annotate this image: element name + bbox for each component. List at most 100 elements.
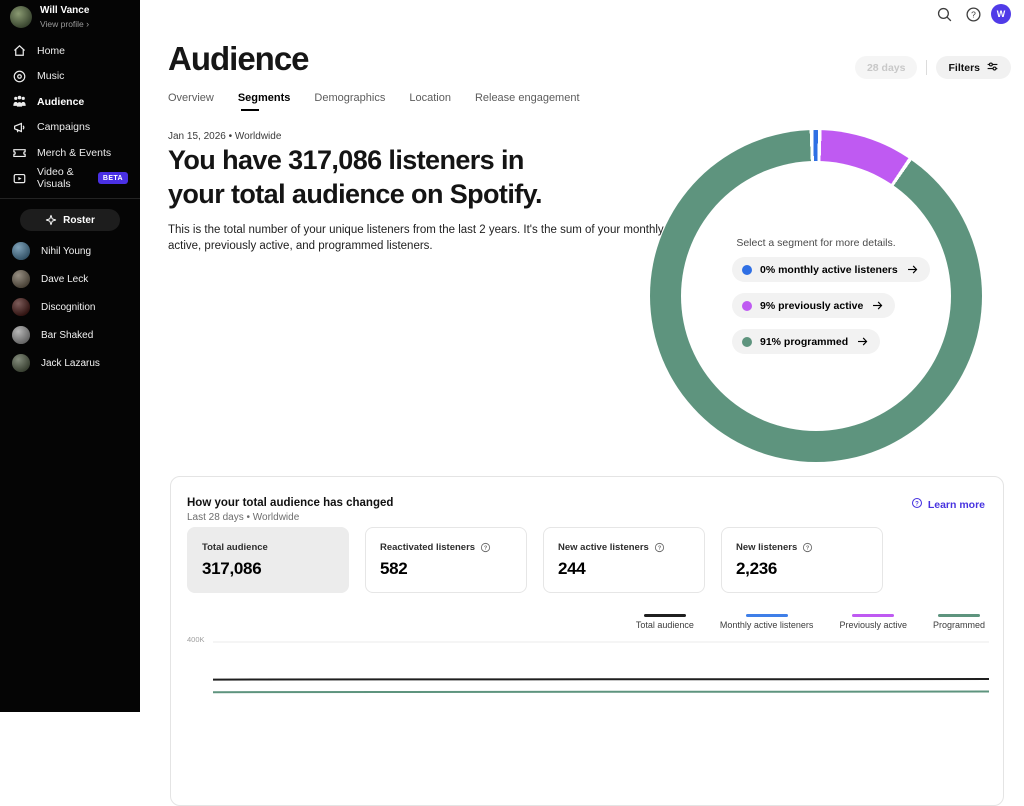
artist-name: Discognition [41,301,96,313]
headline-line2: your total audience on Spotify. [168,179,543,209]
sidebar-item-music[interactable]: Music [0,64,140,90]
controls-divider [926,60,928,75]
legend-label: Monthly active listeners [719,620,814,630]
stat-label-row: New listeners ? [736,542,868,553]
card-subtitle: Last 28 days • Worldwide [187,512,300,523]
artist-avatar [12,270,30,288]
legend-previously-active[interactable]: Previously active [839,614,907,630]
date-context: Jan 15, 2026 • Worldwide [168,131,282,142]
stat-label-row: Total audience [202,542,334,553]
artist-name: Dave Leck [41,273,89,285]
legend-total-audience[interactable]: Total audience [636,614,694,630]
sidebar-item-home[interactable]: Home [0,38,140,64]
tab-bar: Overview Segments Demographics Location … [168,92,580,111]
arrow-right-icon [871,299,884,312]
profile-avatar [10,6,32,28]
stat-new-listeners[interactable]: New listeners ? 2,236 [721,527,883,593]
profile-section[interactable]: Will Vance View profile › [0,0,140,32]
chart-legend: Total audience Monthly active listeners … [636,614,985,630]
audience-line-chart: 400K [187,635,989,795]
ticket-icon [12,145,27,160]
svg-text:?: ? [971,9,976,19]
roster-artist[interactable]: Jack Lazarus [0,349,140,377]
line-chart-canvas [213,641,989,694]
roster-artist[interactable]: Nihil Young [0,237,140,265]
stat-value: 582 [380,558,408,578]
legend-monthly-active[interactable]: Monthly active listeners [719,614,814,630]
stat-value: 244 [558,558,586,578]
sidebar-item-label: Audience [37,95,85,108]
svg-text:?: ? [915,501,919,507]
page-title: Audience [168,40,310,77]
legend-label: Total audience [635,620,694,630]
help-button[interactable]: ? [962,3,984,25]
stat-new-active-listeners[interactable]: New active listeners ? 244 [543,527,705,593]
tab-segments[interactable]: Segments [238,92,290,111]
roster-artist[interactable]: Bar Shaked [0,321,140,349]
sidebar-item-label: Video & Visuals [37,166,74,191]
view-profile-label: View profile [40,19,84,29]
card-header: How your total audience has changed Last… [187,497,985,523]
tab-location[interactable]: Location [409,92,451,104]
stats-row: Total audience 317,086 Reactivated liste… [187,527,883,593]
stat-total-audience[interactable]: Total audience 317,086 [187,527,349,593]
sidebar-item-label: Music [37,70,65,83]
stat-label-row: Reactivated listeners ? [380,542,512,553]
legend-swatch [937,614,980,617]
stat-reactivated-listeners[interactable]: Reactivated listeners ? 582 [365,527,527,593]
learn-more-label: Learn more [927,498,985,511]
tab-demographics[interactable]: Demographics [314,92,386,104]
roster-button[interactable]: Roster [20,209,120,231]
sidebar-item-label: Campaigns [37,121,91,134]
card-title: How your total audience has changed [187,497,394,509]
sidebar-divider [0,198,140,199]
stat-label-row: New active listeners ? [558,542,690,553]
legend-label: Previously active [839,620,907,630]
learn-more-link[interactable]: ? Learn more [911,497,985,512]
svg-text:?: ? [484,545,488,551]
arrow-right-icon [906,263,919,276]
legend-label: Programmed [932,620,985,630]
profile-text: Will Vance View profile › [40,5,89,29]
artist-name: Nihil Young [41,245,92,257]
sliders-icon [986,60,999,76]
roster-artist[interactable]: Dave Leck [0,265,140,293]
segment-pill-monthly-active[interactable]: 0% monthly active listeners [732,257,930,282]
roster-icon [45,214,57,226]
artist-avatar [12,242,30,260]
roster-artist[interactable]: Discognition [0,293,140,321]
roster-list: Nihil Young Dave Leck Discognition Bar S… [0,237,140,377]
svg-text:?: ? [806,545,810,551]
legend-swatch [745,614,788,617]
filters-label: Filters [948,61,980,74]
y-axis-tick: 400K [187,635,205,644]
search-button[interactable] [933,3,955,25]
date-range-button[interactable]: 28 days [854,56,918,79]
green-dot-icon [742,336,752,347]
sidebar-item-audience[interactable]: Audience [0,89,140,115]
home-icon [12,43,27,58]
audience-donut-chart: Select a segment for more details. 0% mo… [650,130,982,462]
tab-release-engagement[interactable]: Release engagement [474,92,580,104]
segment-pill-previously-active[interactable]: 9% previously active [732,293,896,318]
filters-button[interactable]: Filters [936,56,1011,79]
segment-pill-programmed[interactable]: 91% programmed [732,329,881,354]
artist-name: Bar Shaked [41,329,94,341]
stat-value: 317,086 [202,558,262,578]
sidebar-item-campaigns[interactable]: Campaigns [0,115,140,141]
info-icon: ? [480,542,491,553]
help-circle-icon: ? [911,497,923,512]
campaigns-icon [12,120,27,135]
legend-programmed[interactable]: Programmed [933,614,985,630]
sidebar-item-video-visuals[interactable]: Video & Visuals BETA [0,166,140,192]
headline-line1: You have 317,086 listeners in [168,145,524,175]
sidebar-item-merch-events[interactable]: Merch & Events [0,140,140,166]
artist-name: Jack Lazarus [41,357,100,369]
svg-text:?: ? [658,545,662,551]
view-profile-link[interactable]: View profile › [40,19,89,29]
user-avatar[interactable]: W [991,4,1011,24]
tab-overview[interactable]: Overview [168,92,214,104]
artist-avatar [12,326,30,344]
main-content: ? W Audience 28 days Filters Overview Se… [140,0,1024,806]
